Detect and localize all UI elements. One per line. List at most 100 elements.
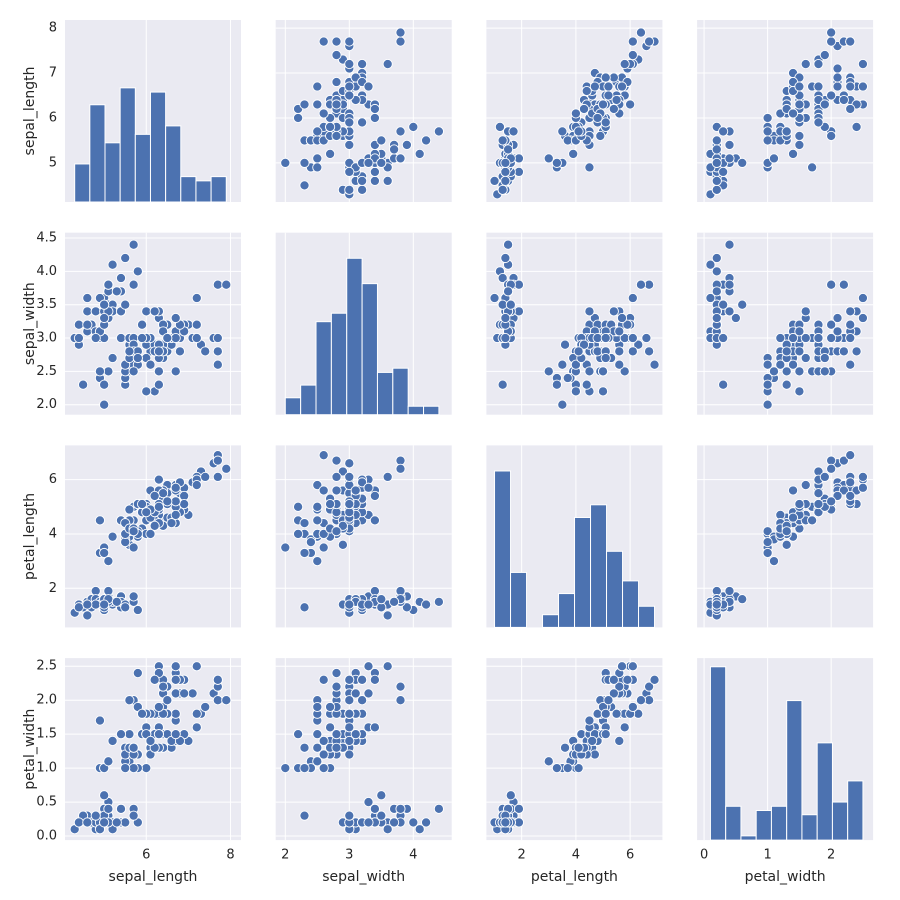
scatter-point (724, 239, 735, 250)
scatter-point (500, 332, 511, 344)
scatter-point (153, 346, 164, 357)
scatter-point (369, 674, 380, 685)
scatter-point (382, 471, 393, 482)
scatter-point (800, 480, 811, 491)
scatter-point (90, 332, 101, 344)
scatter-point (421, 599, 432, 610)
scatter-point (573, 742, 584, 753)
scatter-point (608, 306, 619, 317)
scatter-point (543, 756, 554, 767)
scatter-point (344, 695, 355, 706)
scatter-point (584, 162, 595, 173)
y-tick-label: 8 (49, 21, 57, 36)
scatter-point (344, 139, 355, 150)
histogram-bar (709, 666, 727, 841)
scatter-point (137, 319, 148, 330)
y-tick-label: 6 (49, 472, 57, 487)
scatter-point (408, 121, 419, 133)
scatter-point (128, 526, 139, 537)
y-tick-label: 5 (49, 155, 57, 170)
scatter-point (120, 252, 131, 264)
scatter-point (128, 763, 139, 774)
histogram-bar (558, 593, 576, 628)
histogram-bar (770, 805, 788, 841)
scatter-point (851, 346, 862, 357)
scatter-point (724, 153, 735, 164)
scatter-point (781, 366, 792, 377)
scatter-point (762, 379, 773, 390)
scatter-point (826, 90, 837, 101)
scatter-point (318, 763, 329, 774)
scatter-point (280, 542, 291, 553)
scatter-point (166, 518, 177, 529)
scatter-point (82, 817, 93, 828)
scatter-point (103, 366, 114, 377)
scatter-point (627, 50, 638, 61)
scatter-point (174, 346, 185, 357)
scatter-point (344, 735, 355, 747)
scatter-point (395, 27, 406, 38)
scatter-point (562, 372, 573, 384)
scatter-point (212, 332, 223, 344)
scatter-point (573, 346, 584, 357)
scatter-point (357, 477, 368, 488)
scatter-point (99, 817, 110, 828)
scatter-point (781, 379, 792, 390)
scatter-point (344, 81, 355, 92)
scatter-point (724, 139, 735, 150)
scatter-point (153, 501, 164, 512)
scatter-point (299, 157, 310, 168)
scatter-point (73, 332, 84, 344)
scatter-point (557, 399, 568, 410)
scatter-point (718, 299, 729, 310)
scatter-point (562, 763, 573, 774)
scatter-point (781, 539, 792, 550)
scatter-point (813, 488, 824, 499)
histogram-bar (346, 257, 363, 416)
scatter-point (832, 63, 843, 74)
scatter-point (603, 90, 614, 101)
scatter-point (170, 509, 181, 520)
scatter-point (350, 688, 361, 699)
scatter-point (826, 463, 837, 474)
scatter-point (762, 399, 773, 410)
scatter-point (115, 272, 127, 284)
scatter-point (819, 50, 830, 61)
panel (65, 445, 241, 628)
histogram-bar (590, 504, 608, 628)
scatter-point (111, 596, 122, 607)
scatter-point (433, 126, 444, 137)
scatter-point (212, 695, 223, 706)
scatter-point (382, 824, 393, 835)
scatter-point (389, 596, 400, 607)
scatter-point (800, 306, 811, 317)
scatter-point (807, 515, 818, 526)
scatter-point (649, 359, 660, 370)
scatter-point (718, 332, 729, 344)
scatter-point (711, 312, 722, 324)
scatter-point (331, 485, 342, 496)
histogram-bar (725, 805, 742, 841)
scatter-point (369, 490, 380, 501)
y-tick-label: 2.5 (36, 364, 57, 379)
scatter-point (299, 742, 310, 753)
scatter-point (819, 352, 830, 364)
scatter-point (649, 674, 660, 685)
scatter-point (293, 501, 304, 512)
scatter-point (568, 148, 579, 159)
y-axis-label: sepal_length (22, 67, 38, 156)
scatter-point (344, 749, 355, 760)
scatter-point (600, 352, 611, 364)
scatter-point (312, 153, 323, 164)
scatter-point (395, 695, 406, 706)
scatter-point (762, 359, 773, 370)
scatter-point (94, 715, 105, 726)
scatter-point (627, 346, 638, 357)
scatter-point (299, 547, 310, 559)
scatter-point (99, 790, 110, 801)
histogram-bar (149, 91, 167, 203)
panel (697, 232, 874, 415)
scatter-point (363, 661, 374, 672)
scatter-point (82, 306, 93, 317)
scatter-point (331, 130, 342, 141)
